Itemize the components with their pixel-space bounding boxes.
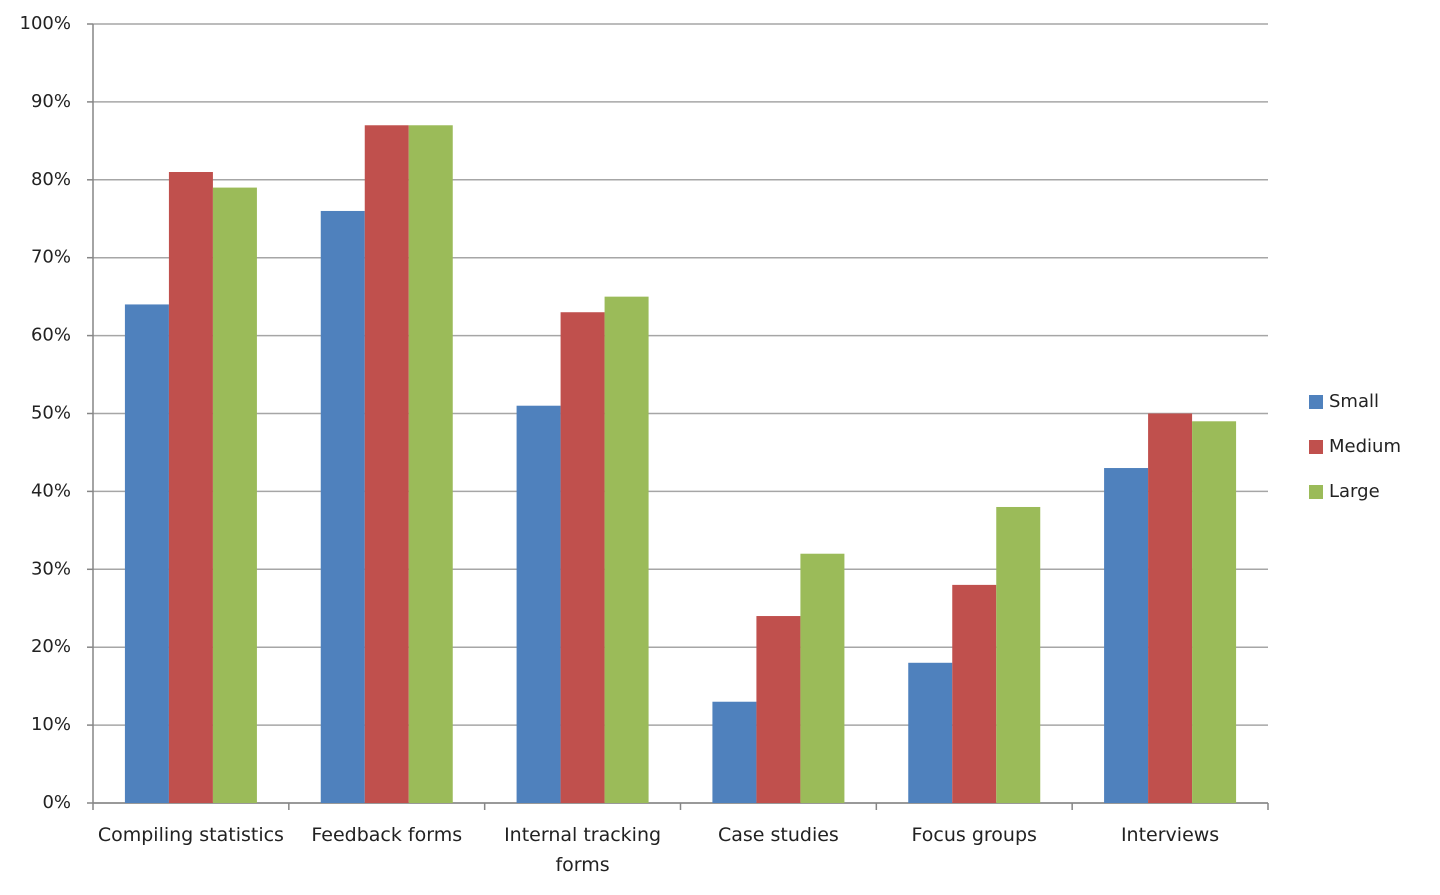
y-tick-label: 40%: [31, 480, 71, 501]
bar: [952, 584, 997, 803]
bar: [212, 187, 257, 804]
legend-swatch: [1309, 440, 1323, 454]
legend-label: Small: [1329, 391, 1379, 412]
y-tick-label: 80%: [31, 169, 71, 190]
legend-label: Large: [1329, 481, 1380, 502]
bar: [756, 616, 801, 803]
legend-label: Medium: [1329, 436, 1401, 457]
x-tick-label: Focus groups: [911, 824, 1037, 846]
y-tick-label: 50%: [31, 403, 71, 424]
bar: [408, 125, 453, 803]
bar: [800, 553, 845, 803]
y-tick-label: 30%: [31, 558, 71, 579]
legend-swatch: [1309, 485, 1323, 499]
bar: [996, 506, 1041, 803]
y-tick-label: 0%: [42, 792, 71, 813]
bar: [364, 125, 409, 803]
bar: [604, 296, 649, 803]
legend-swatch: [1309, 395, 1323, 409]
bar: [1148, 413, 1193, 803]
y-tick-label: 60%: [31, 325, 71, 346]
bar: [560, 312, 605, 803]
x-tick-label: Case studies: [717, 824, 839, 846]
bar: [124, 304, 169, 803]
x-tick-label: Compiling statistics: [97, 824, 284, 846]
y-tick-label: 20%: [31, 636, 71, 657]
y-tick-label: 100%: [20, 13, 71, 34]
bar: [1192, 421, 1237, 803]
bar: [712, 701, 757, 803]
bar: [1104, 468, 1149, 803]
x-tick-label: Feedback forms: [311, 824, 463, 846]
y-tick-label: 10%: [31, 714, 71, 735]
y-tick-label: 70%: [31, 247, 71, 268]
x-tick-label: Interviews: [1120, 824, 1220, 846]
y-tick-label: 90%: [31, 91, 71, 112]
bar: [908, 662, 953, 803]
bar: [320, 210, 365, 803]
bar: [516, 405, 561, 803]
bar: [168, 172, 213, 803]
x-tick-label: Internal tracking forms: [504, 824, 662, 876]
